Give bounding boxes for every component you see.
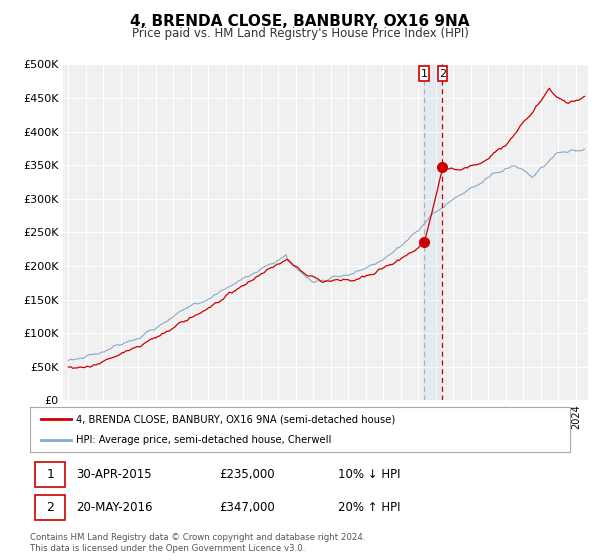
FancyBboxPatch shape: [35, 462, 65, 487]
Text: 4, BRENDA CLOSE, BANBURY, OX16 9NA (semi-detached house): 4, BRENDA CLOSE, BANBURY, OX16 9NA (semi…: [76, 414, 395, 424]
Text: 1: 1: [421, 69, 428, 79]
Text: 1: 1: [46, 468, 54, 481]
Text: 4, BRENDA CLOSE, BANBURY, OX16 9NA: 4, BRENDA CLOSE, BANBURY, OX16 9NA: [130, 14, 470, 29]
Text: 2: 2: [439, 69, 446, 79]
Text: £347,000: £347,000: [219, 501, 275, 514]
Text: 20% ↑ HPI: 20% ↑ HPI: [338, 501, 400, 514]
Text: 20-MAY-2016: 20-MAY-2016: [76, 501, 152, 514]
Text: HPI: Average price, semi-detached house, Cherwell: HPI: Average price, semi-detached house,…: [76, 435, 331, 445]
FancyBboxPatch shape: [419, 67, 429, 81]
Text: Contains HM Land Registry data © Crown copyright and database right 2024.
This d: Contains HM Land Registry data © Crown c…: [30, 533, 365, 553]
Text: 30-APR-2015: 30-APR-2015: [76, 468, 152, 481]
Text: 10% ↓ HPI: 10% ↓ HPI: [338, 468, 400, 481]
Bar: [424, 64, 442, 400]
FancyBboxPatch shape: [35, 494, 65, 520]
Text: £235,000: £235,000: [219, 468, 275, 481]
FancyBboxPatch shape: [437, 67, 447, 81]
Text: Price paid vs. HM Land Registry's House Price Index (HPI): Price paid vs. HM Land Registry's House …: [131, 27, 469, 40]
Text: 2: 2: [46, 501, 54, 514]
